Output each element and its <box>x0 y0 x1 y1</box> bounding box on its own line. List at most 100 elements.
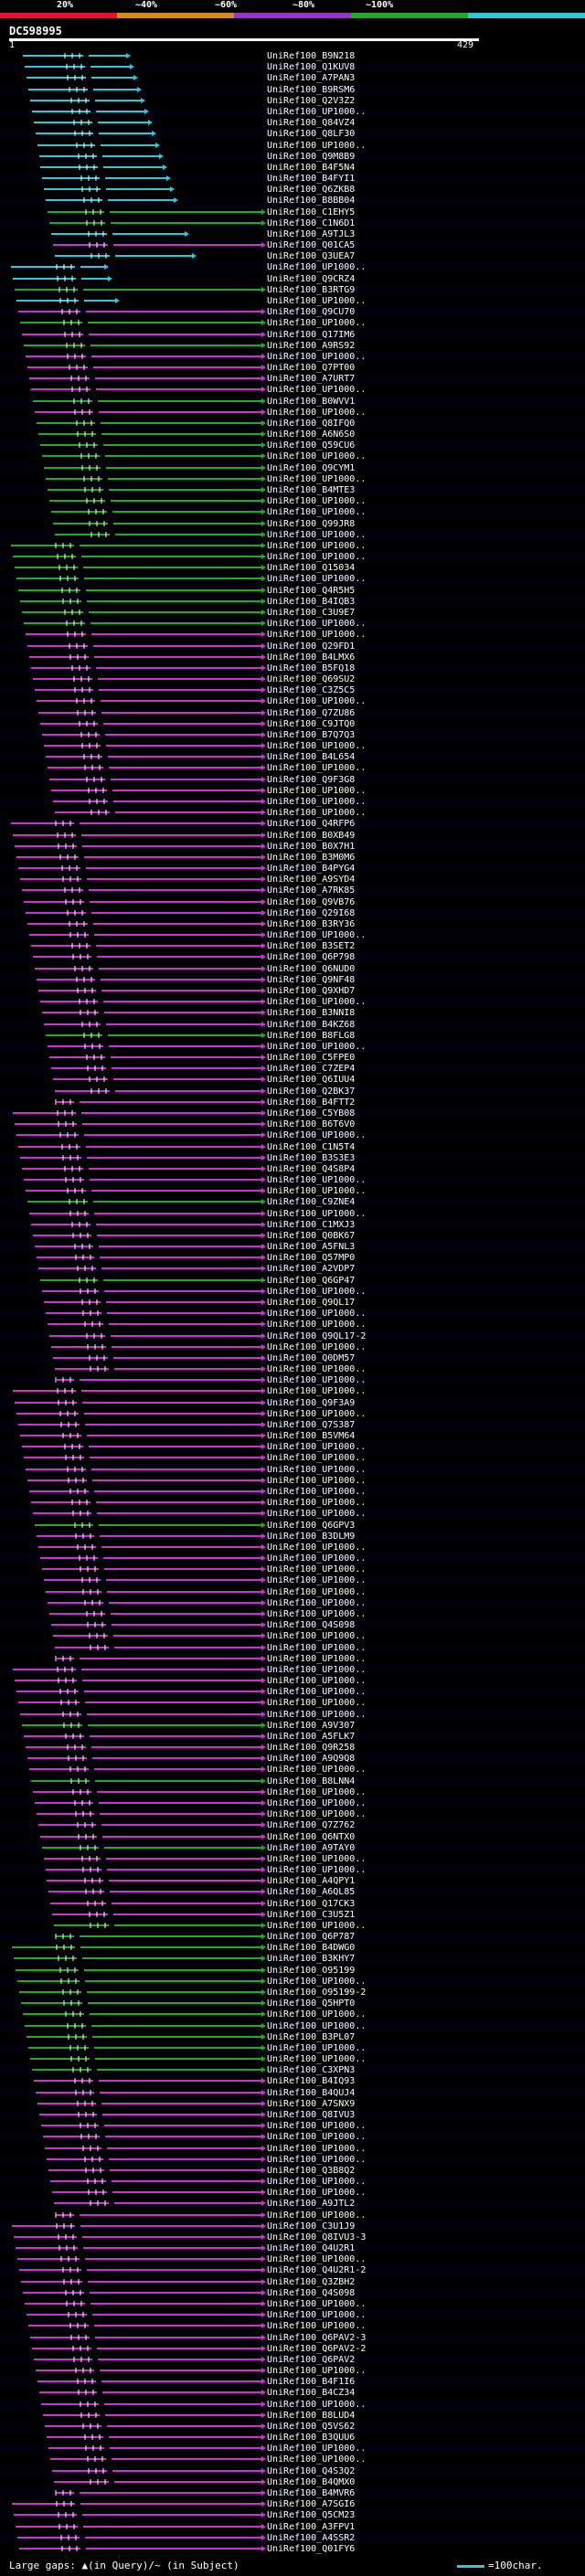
subject-label[interactable]: UniRef100_Q15034 <box>267 563 355 573</box>
hit-row[interactable]: UniRef100_UP1000.. <box>0 2319 585 2332</box>
hit-row[interactable]: UniRef100_B3SET2 <box>0 939 585 952</box>
subject-label[interactable]: UniRef100_B0X7H1 <box>267 842 355 852</box>
subject-label[interactable]: UniRef100_A9RS92 <box>267 341 355 351</box>
hit-row[interactable]: UniRef100_Q9CRZ4 <box>0 272 585 285</box>
hit-row[interactable]: UniRef100_Q8LF30 <box>0 127 585 140</box>
hit-row[interactable]: UniRef100_UP1000.. <box>0 1373 585 1386</box>
hit-row[interactable]: UniRef100_Q6PAV2 <box>0 2353 585 2366</box>
subject-label[interactable]: UniRef100_Q9QL17-2 <box>267 1331 366 1341</box>
hit-row[interactable]: UniRef100_B3QUU6 <box>0 2431 585 2443</box>
subject-label[interactable]: UniRef100_O95199 <box>267 1966 355 1976</box>
subject-label[interactable]: UniRef100_A5FLK7 <box>267 1732 355 1742</box>
subject-label[interactable]: UniRef100_C1N6D1 <box>267 218 355 228</box>
subject-label[interactable]: UniRef100_UP1000.. <box>267 552 366 562</box>
hit-row[interactable]: UniRef100_UP1000.. <box>0 1184 585 1197</box>
subject-label[interactable]: UniRef100_B3DLM9 <box>267 1532 355 1542</box>
subject-label[interactable]: UniRef100_Q9CRZ4 <box>267 274 355 284</box>
hit-row[interactable]: UniRef100_Q2V3Z2 <box>0 94 585 107</box>
hit-row[interactable]: UniRef100_A9TAY0 <box>0 1841 585 1854</box>
subject-label[interactable]: UniRef100_UP1000.. <box>267 1409 366 1419</box>
hit-row[interactable]: UniRef100_UP1000.. <box>0 494 585 507</box>
hit-row[interactable]: UniRef100_B4CZ34 <box>0 2386 585 2399</box>
subject-label[interactable]: UniRef100_UP1000.. <box>267 1509 366 1519</box>
hit-row[interactable]: UniRef100_B9RSM6 <box>0 83 585 96</box>
hit-row[interactable]: UniRef100_A6QL85 <box>0 1885 585 1898</box>
hit-row[interactable]: UniRef100_Q5HPT0 <box>0 1997 585 2009</box>
subject-label[interactable]: UniRef100_UP1000.. <box>267 741 366 751</box>
hit-row[interactable]: UniRef100_A7PAN3 <box>0 71 585 84</box>
subject-label[interactable]: UniRef100_A7RK85 <box>267 885 355 896</box>
hit-row[interactable]: UniRef100_UP1000.. <box>0 628 585 641</box>
hit-row[interactable]: UniRef100_C7ZEP4 <box>0 1062 585 1075</box>
subject-label[interactable]: UniRef100_Q17IM6 <box>267 330 355 340</box>
subject-label[interactable]: UniRef100_B3PL07 <box>267 2032 355 2042</box>
hit-row[interactable]: UniRef100_B8LUD4 <box>0 2409 585 2422</box>
subject-label[interactable]: UniRef100_B8LUD4 <box>267 2411 355 2421</box>
hit-row[interactable]: UniRef100_Q6P798 <box>0 950 585 963</box>
hit-row[interactable]: UniRef100_UP1000.. <box>0 1384 585 1397</box>
subject-label[interactable]: UniRef100_UP1000.. <box>267 1765 366 1775</box>
subject-label[interactable]: UniRef100_A7SNX9 <box>267 2099 355 2109</box>
subject-label[interactable]: UniRef100_UP1000.. <box>267 1175 366 1185</box>
hit-row[interactable]: UniRef100_Q6P787 <box>0 1930 585 1943</box>
subject-label[interactable]: UniRef100_B3QUU6 <box>267 2433 355 2443</box>
hit-row[interactable]: UniRef100_UP1000.. <box>0 260 585 273</box>
hit-row[interactable]: UniRef100_B0WVV1 <box>0 395 585 408</box>
subject-label[interactable]: UniRef100_Q7Z762 <box>267 1820 355 1830</box>
hit-row[interactable]: UniRef100_B9N218 <box>0 50 585 62</box>
hit-row[interactable]: UniRef100_Q1KUV8 <box>0 60 585 73</box>
hit-row[interactable]: UniRef100_Q99JR8 <box>0 517 585 530</box>
hit-row[interactable]: UniRef100_UP1000.. <box>0 1607 585 1620</box>
hit-row[interactable]: UniRef100_B3PL07 <box>0 2030 585 2043</box>
subject-label[interactable]: UniRef100_C7ZEP4 <box>267 1064 355 1074</box>
subject-label[interactable]: UniRef100_B4QMX0 <box>267 2477 355 2487</box>
hit-row[interactable]: UniRef100_C3U5Z1 <box>0 1908 585 1921</box>
subject-label[interactable]: UniRef100_Q9VB76 <box>267 897 355 907</box>
subject-label[interactable]: UniRef100_UP1000.. <box>267 1130 366 1140</box>
subject-label[interactable]: UniRef100_UP1000.. <box>267 530 366 540</box>
hit-row[interactable]: UniRef100_A9V307 <box>0 1719 585 1732</box>
hit-row[interactable]: UniRef100_Q2BK37 <box>0 1085 585 1097</box>
hit-row[interactable]: UniRef100_UP1000.. <box>0 1652 585 1665</box>
subject-label[interactable]: UniRef100_B3KHY7 <box>267 1954 355 1964</box>
hit-row[interactable]: UniRef100_Q0DM57 <box>0 1352 585 1364</box>
hit-row[interactable]: UniRef100_UP1000.. <box>0 928 585 941</box>
hit-row[interactable]: UniRef100_Q4S3Q2 <box>0 2465 585 2477</box>
hit-row[interactable]: UniRef100_UP1000.. <box>0 784 585 797</box>
hit-row[interactable]: UniRef100_UP1000.. <box>0 1585 585 1598</box>
hit-row[interactable]: UniRef100_B4QUJ4 <box>0 2086 585 2099</box>
hit-row[interactable]: UniRef100_Q4U2R1-2 <box>0 2263 585 2276</box>
subject-label[interactable]: UniRef100_UP1000.. <box>267 1487 366 1497</box>
subject-label[interactable]: UniRef100_Q69SU2 <box>267 674 355 684</box>
subject-label[interactable]: UniRef100_Q0DM57 <box>267 1353 355 1363</box>
subject-label[interactable]: UniRef100_UP1000.. <box>267 1643 366 1653</box>
hit-row[interactable]: UniRef100_B4QMX0 <box>0 2475 585 2488</box>
hit-row[interactable]: UniRef100_Q4U2R1 <box>0 2242 585 2254</box>
subject-label[interactable]: UniRef100_Q3ZBH2 <box>267 2277 355 2287</box>
subject-label[interactable]: UniRef100_UP1000.. <box>267 1710 366 1720</box>
subject-label[interactable]: UniRef100_UP1000.. <box>267 1542 366 1553</box>
hit-row[interactable]: UniRef100_Q6GP47 <box>0 1274 585 1287</box>
subject-label[interactable]: UniRef100_UP1000.. <box>267 1798 366 1808</box>
hit-row[interactable]: UniRef100_Q29FD1 <box>0 640 585 652</box>
subject-label[interactable]: UniRef100_B7Q7Q3 <box>267 730 355 740</box>
hit-row[interactable]: UniRef100_UP1000.. <box>0 572 585 585</box>
hit-row[interactable]: UniRef100_Q0BK67 <box>0 1229 585 1242</box>
hit-row[interactable]: UniRef100_Q9R258 <box>0 1741 585 1754</box>
subject-label[interactable]: UniRef100_Q9NF48 <box>267 975 355 985</box>
subject-label[interactable]: UniRef100_C1N5T4 <box>267 1142 355 1152</box>
subject-label[interactable]: UniRef100_UP1000.. <box>267 408 366 418</box>
subject-label[interactable]: UniRef100_Q5VS62 <box>267 2422 355 2432</box>
hit-row[interactable]: UniRef100_UP1000.. <box>0 795 585 808</box>
subject-label[interactable]: UniRef100_Q99JR8 <box>267 519 355 529</box>
subject-label[interactable]: UniRef100_Q7S387 <box>267 1420 355 1430</box>
subject-label[interactable]: UniRef100_A5FNL3 <box>267 1242 355 1252</box>
subject-label[interactable]: UniRef100_UP1000.. <box>267 2009 366 2019</box>
hit-row[interactable]: UniRef100_B8BB04 <box>0 194 585 207</box>
hit-row[interactable]: UniRef100_Q9VB76 <box>0 896 585 908</box>
hit-row[interactable]: UniRef100_UP1000.. <box>0 450 585 462</box>
subject-label[interactable]: UniRef100_B8LNN4 <box>267 1776 355 1786</box>
subject-label[interactable]: UniRef100_Q7ZU86 <box>267 708 355 718</box>
hit-row[interactable]: UniRef100_UP1000.. <box>0 2052 585 2065</box>
hit-row[interactable]: UniRef100_UP1000.. <box>0 139 585 152</box>
